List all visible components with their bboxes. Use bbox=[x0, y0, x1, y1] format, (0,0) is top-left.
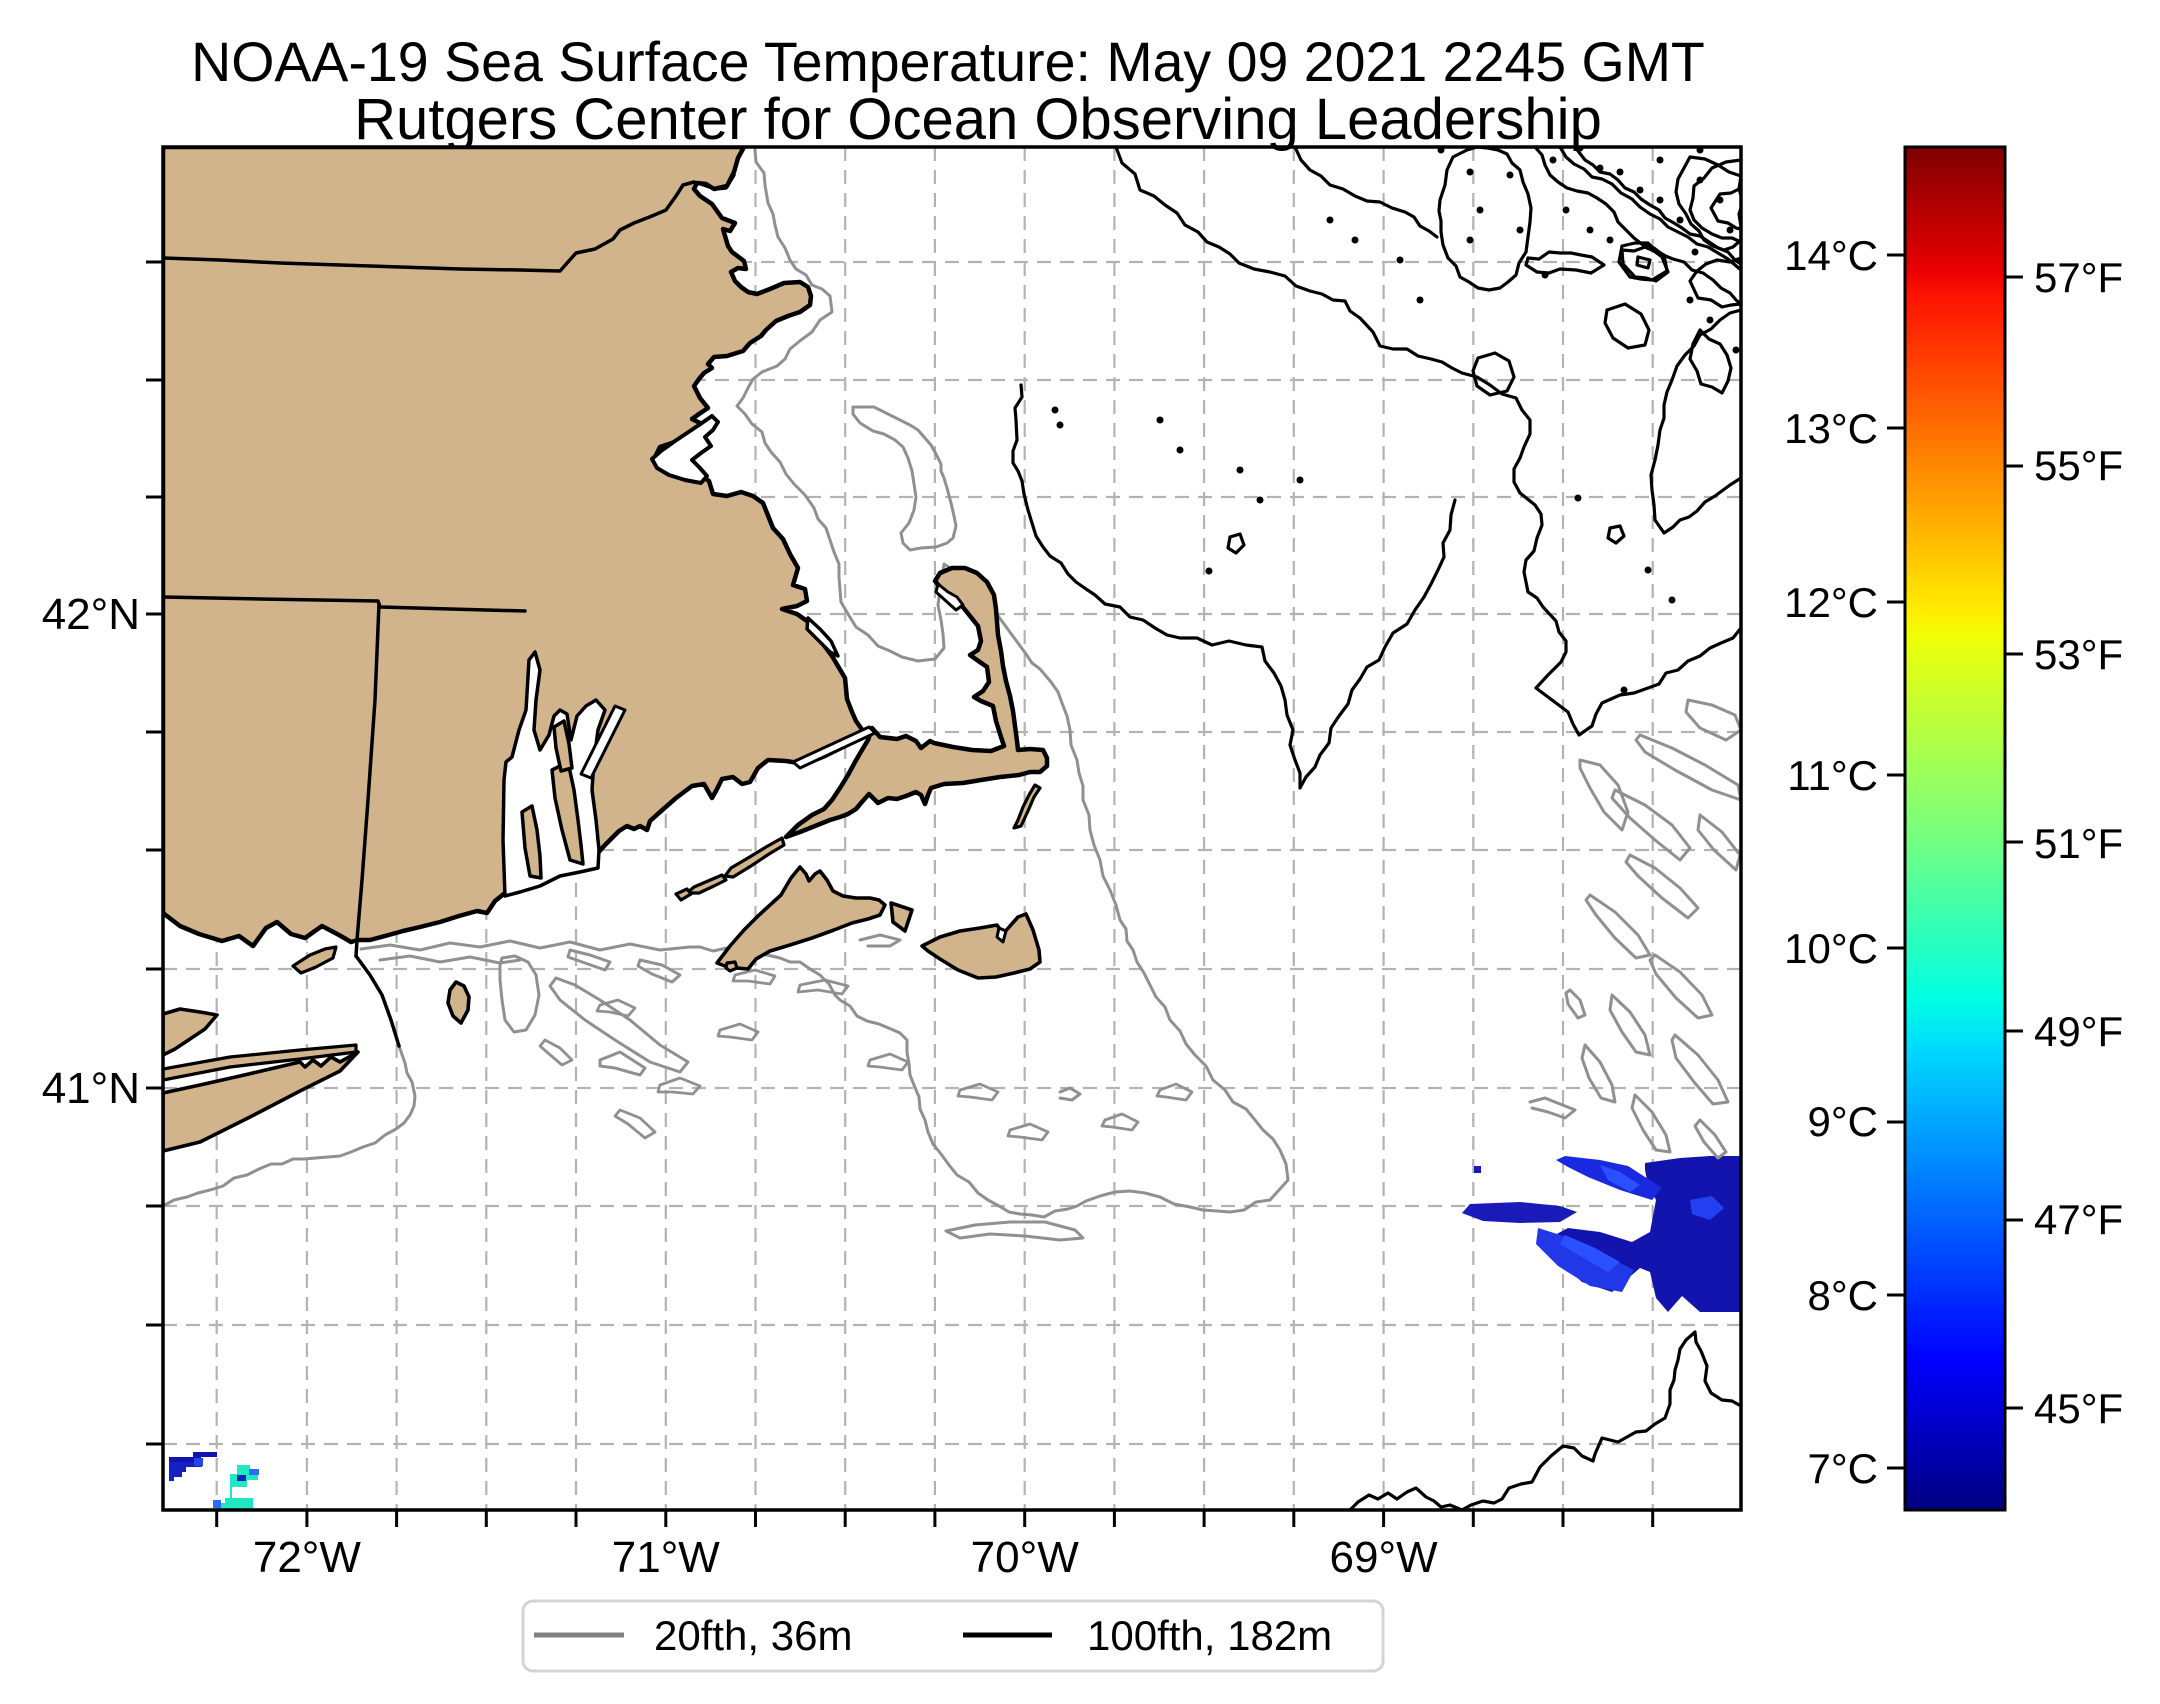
svg-text:9°C: 9°C bbox=[1808, 1098, 1879, 1145]
svg-text:13°C: 13°C bbox=[1784, 405, 1878, 452]
svg-text:55°F: 55°F bbox=[2034, 442, 2123, 489]
svg-text:47°F: 47°F bbox=[2034, 1196, 2123, 1243]
svg-text:20fth, 36m: 20fth, 36m bbox=[654, 1612, 852, 1659]
svg-text:11°C: 11°C bbox=[1787, 752, 1878, 799]
svg-text:51°F: 51°F bbox=[2034, 820, 2123, 867]
svg-text:45°F: 45°F bbox=[2034, 1385, 2123, 1432]
svg-text:69°W: 69°W bbox=[1330, 1533, 1439, 1582]
svg-text:70°W: 70°W bbox=[971, 1533, 1080, 1582]
svg-text:41°N: 41°N bbox=[42, 1064, 140, 1113]
svg-text:14°C: 14°C bbox=[1784, 232, 1878, 279]
svg-text:72°W: 72°W bbox=[253, 1533, 362, 1582]
svg-text:71°W: 71°W bbox=[612, 1533, 721, 1582]
svg-text:42°N: 42°N bbox=[42, 590, 140, 639]
svg-text:10°C: 10°C bbox=[1784, 925, 1878, 972]
svg-text:53°F: 53°F bbox=[2034, 631, 2123, 678]
svg-text:12°C: 12°C bbox=[1784, 579, 1878, 626]
svg-text:Rutgers Center for Ocean Obser: Rutgers Center for Ocean Observing Leade… bbox=[354, 87, 1602, 152]
svg-text:57°F: 57°F bbox=[2034, 254, 2123, 301]
svg-text:8°C: 8°C bbox=[1808, 1272, 1879, 1319]
svg-text:49°F: 49°F bbox=[2034, 1008, 2123, 1055]
svg-text:100fth, 182m: 100fth, 182m bbox=[1087, 1612, 1332, 1659]
svg-text:NOAA-19 Sea Surface Temperatur: NOAA-19 Sea Surface Temperature: May 09 … bbox=[191, 31, 1705, 93]
svg-text:7°C: 7°C bbox=[1808, 1445, 1879, 1492]
